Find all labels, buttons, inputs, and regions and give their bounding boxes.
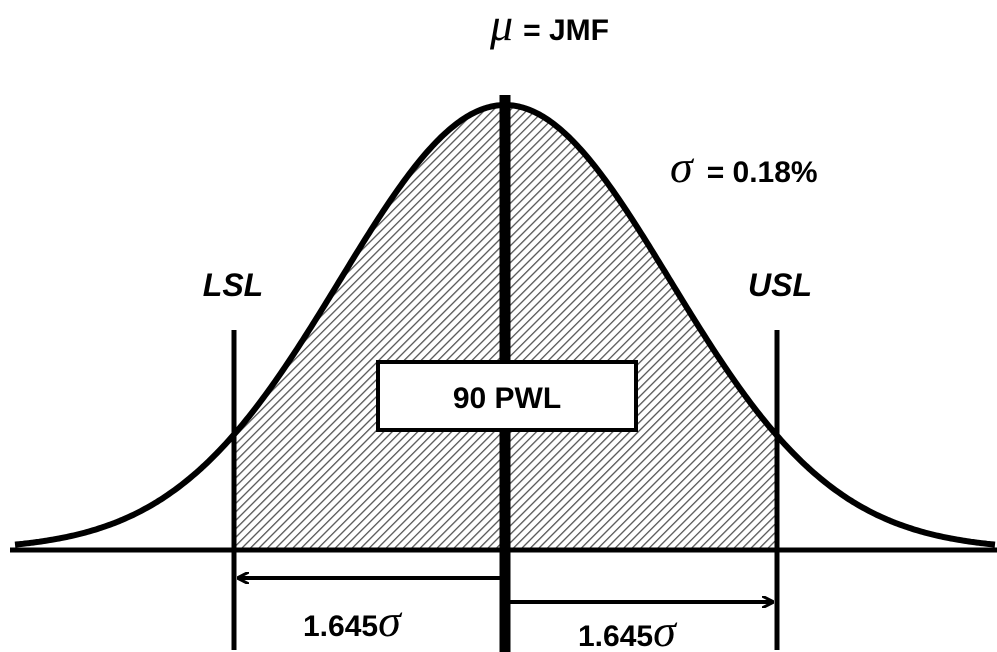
sigma-label: σ = 0.18% (670, 141, 818, 192)
usl-label: USL (748, 267, 812, 303)
right-dimension: 1.645σ (578, 605, 678, 652)
mean-text: = JMF (523, 14, 609, 47)
lsl-label: LSL (203, 267, 263, 303)
left-dimension-symbol: σ (378, 595, 403, 646)
sigma-text: = 0.18% (707, 156, 818, 189)
mean-symbol: μ (489, 0, 513, 50)
left-dimension: 1.645σ (303, 595, 403, 646)
center-box (376, 360, 638, 432)
left-dimension-text: 1.645 (303, 610, 378, 643)
center-box-label: 90 PWL (453, 382, 561, 415)
sigma-symbol: σ (670, 141, 695, 192)
right-dimension-symbol: σ (653, 605, 678, 652)
mean-label: μ = JMF (489, 0, 609, 50)
right-dimension-text: 1.645 (578, 620, 653, 652)
